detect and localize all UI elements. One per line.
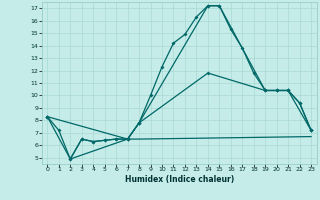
X-axis label: Humidex (Indice chaleur): Humidex (Indice chaleur): [124, 175, 234, 184]
